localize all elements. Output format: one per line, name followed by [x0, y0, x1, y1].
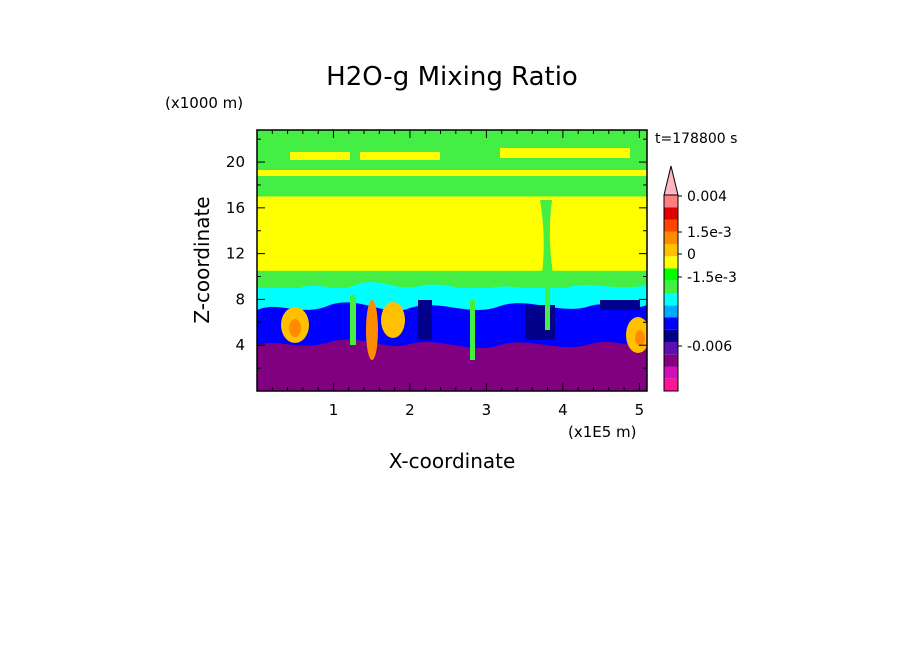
green-plume: [545, 285, 550, 330]
colorbar-segment: [664, 378, 678, 391]
colorbar-segment: [664, 219, 678, 232]
upper-yellow-streak: [257, 170, 647, 176]
y-axis-label: Z-coordinate: [190, 196, 214, 323]
x-tick-label: 1: [329, 401, 339, 419]
colorbar-segment: [664, 342, 678, 355]
orange-blob: [381, 302, 405, 338]
dark-plume: [418, 300, 432, 340]
orange-plume: [366, 300, 378, 360]
contour-band: [257, 196, 647, 271]
colorbar: 0.004 1.5e-3 0 -1.5e-3 -0.006: [663, 165, 737, 392]
colorbar-label: 0: [687, 247, 696, 263]
colorbar-label: -1.5e-3: [687, 270, 737, 286]
colorbar-label: 1.5e-3: [687, 225, 732, 241]
time-label: t=178800 s: [655, 131, 737, 147]
x-unit-label: (x1E5 m): [568, 423, 637, 441]
contour-band: [257, 130, 647, 197]
colorbar-segment: [664, 366, 678, 379]
x-axis-label: X-coordinate: [389, 449, 516, 473]
purple-layer: [257, 339, 647, 391]
colorbar-label: 0.004: [687, 189, 727, 205]
colorbar-segment: [664, 195, 678, 208]
colorbar-segment: [664, 244, 678, 257]
colorbar-segment: [664, 317, 678, 330]
y-tick-label: 12: [226, 245, 245, 263]
orange-core: [635, 330, 645, 346]
colorbar-segment: [664, 256, 678, 269]
colorbar-segment: [664, 305, 678, 318]
green-plume: [350, 295, 356, 345]
x-tick-label: 3: [482, 401, 492, 419]
orange-core: [289, 319, 301, 337]
colorbar-label: -0.006: [687, 339, 732, 355]
x-tick-label: 5: [635, 401, 645, 419]
y-tick-label: 20: [226, 153, 245, 171]
green-plume: [470, 300, 475, 360]
colorbar-frame: [663, 194, 679, 392]
contour-detail: [257, 148, 647, 391]
plot-area: [257, 130, 647, 391]
colorbar-segment: [664, 329, 678, 342]
upper-yellow-streak: [290, 152, 350, 160]
colorbar-segment: [664, 231, 678, 244]
colorbar-segment: [664, 354, 678, 367]
colorbar-top-arrow: [663, 165, 679, 196]
y-tick-label: 16: [226, 199, 245, 217]
dark-plume: [525, 305, 555, 340]
x-tick-label: 4: [558, 401, 568, 419]
dark-plume: [600, 300, 640, 310]
upper-yellow-streak: [500, 148, 630, 158]
chart-title: H2O-g Mixing Ratio: [326, 62, 578, 92]
green-plume: [540, 200, 555, 285]
colorbar-segment: [664, 280, 678, 293]
x-tick-label: 2: [405, 401, 415, 419]
upper-yellow-streak: [360, 152, 440, 160]
colorbar-segment: [664, 268, 678, 281]
colorbar-segment: [664, 207, 678, 220]
plot-frame: [256, 129, 648, 392]
y-unit-label: (x1000 m): [165, 94, 243, 112]
y-tick-label: 4: [235, 336, 245, 354]
colorbar-segment: [664, 293, 678, 306]
y-tick-label: 8: [235, 290, 245, 308]
